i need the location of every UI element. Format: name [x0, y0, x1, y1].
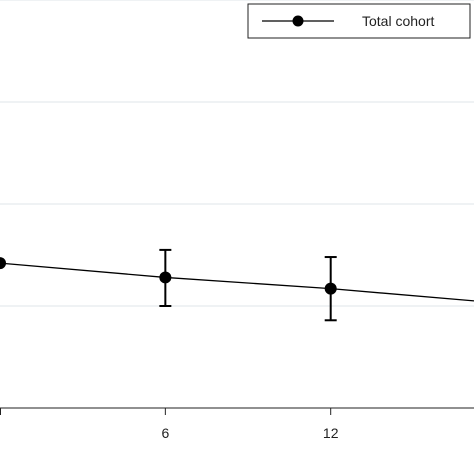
x-tick-label-0: 6 — [161, 425, 169, 441]
legend: Total cohort — [247, 3, 471, 39]
legend-marker-swatch — [292, 15, 304, 27]
legend-label: Total cohort — [362, 13, 434, 29]
data-point-0 — [0, 257, 6, 270]
data-point-1 — [159, 271, 172, 284]
gridlines — [0, 0, 474, 307]
x-axis: 6 12 — [0, 407, 474, 441]
series-total-cohort — [0, 248, 474, 322]
series-line-0 — [0, 262, 474, 302]
data-point-2 — [324, 282, 337, 295]
x-tick-label-1: 12 — [323, 425, 339, 441]
